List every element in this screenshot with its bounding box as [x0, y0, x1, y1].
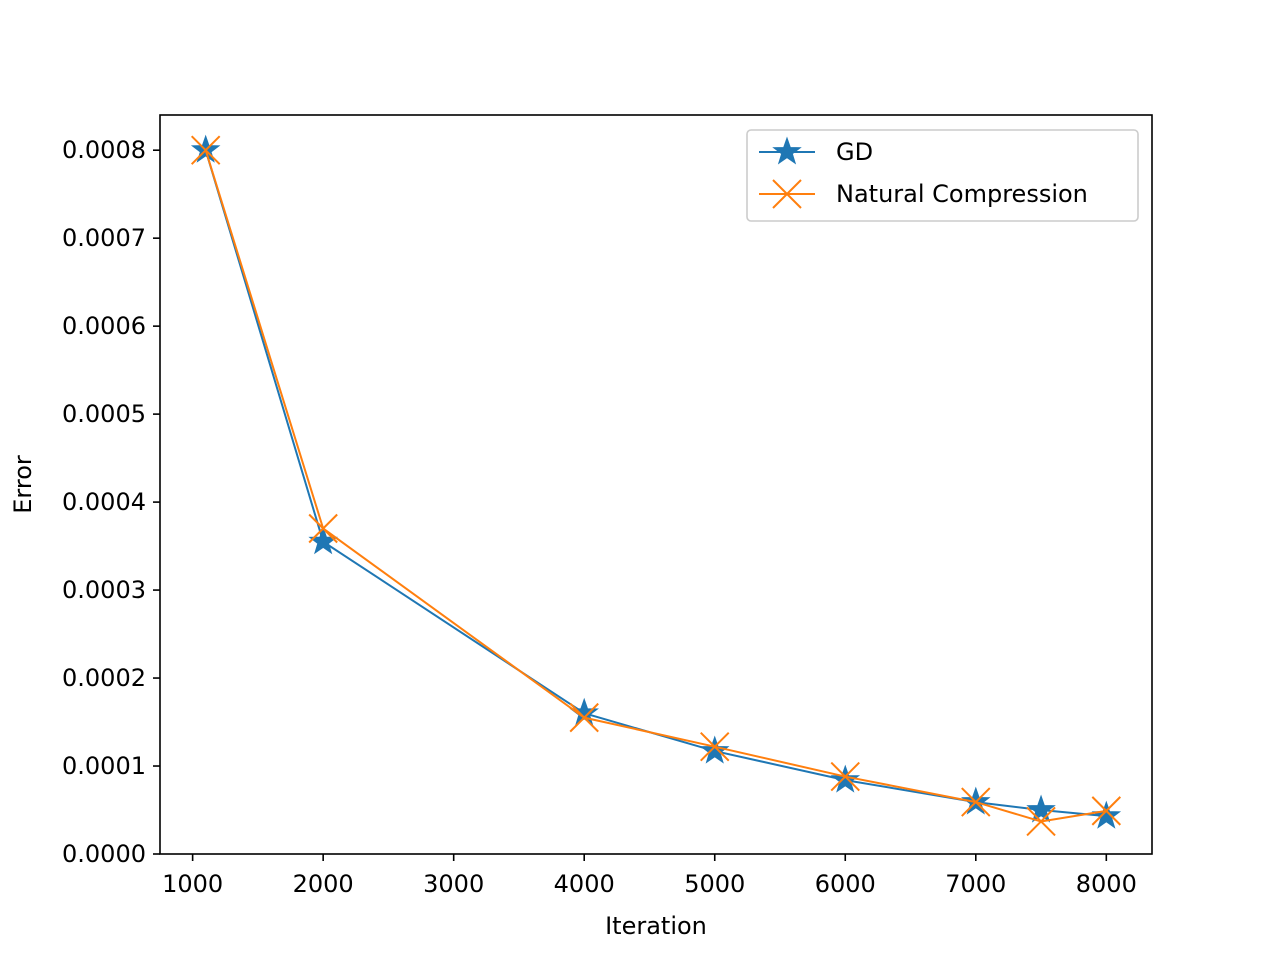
x-tick-label: 7000 [945, 870, 1006, 898]
data-point [1091, 796, 1122, 826]
x-tick-label: 5000 [684, 870, 745, 898]
plot-area [159, 114, 1153, 855]
data-point [830, 764, 861, 793]
y-axis-label: Error [9, 455, 37, 514]
data-point [1026, 806, 1056, 837]
y-tick-label: 0.0002 [62, 664, 146, 692]
legend-box [746, 129, 1139, 222]
x-tick-label: 6000 [815, 870, 876, 898]
series-layer [190, 134, 1122, 837]
x-tick-label: 2000 [293, 870, 354, 898]
x-tick-label: 8000 [1076, 870, 1137, 898]
plot-frame [159, 114, 1153, 855]
legend-entry: GD [759, 136, 873, 166]
data-point [700, 731, 730, 762]
y-tick-label: 0.0000 [62, 840, 146, 868]
legend-label: Natural Compression [836, 180, 1088, 208]
data-point [961, 787, 991, 817]
x-tick-label: 3000 [423, 870, 484, 898]
legend-label: GD [836, 138, 873, 166]
y-tick-label: 0.0001 [62, 752, 146, 780]
y-tick-label: 0.0006 [62, 312, 146, 340]
legend-marker [772, 179, 802, 209]
y-tick-label: 0.0007 [62, 224, 146, 252]
x-axis: 1000 2000 3000 4000 5000 6000 7000 8000 [162, 854, 1137, 898]
series-line [204, 149, 1107, 818]
x-axis-label: Iteration [605, 912, 707, 940]
data-point [699, 735, 730, 764]
y-tick-label: 0.0008 [62, 136, 146, 164]
data-point [830, 761, 860, 792]
y-tick-label: 0.0003 [62, 576, 146, 604]
data-point [1026, 794, 1056, 823]
x-tick-label: 1000 [162, 870, 223, 898]
x-tick-label: 4000 [554, 870, 615, 898]
data-point [569, 702, 599, 733]
data-point [190, 135, 221, 165]
series-1 [190, 135, 1122, 837]
data-point [308, 513, 338, 544]
legend: GD Natural Compression [746, 129, 1139, 222]
y-axis: 0.0000 0.0001 0.0002 0.0003 0.0004 0.0005 0.00… [62, 136, 160, 868]
y-tick-label: 0.0004 [62, 488, 146, 516]
legend-entry: Natural Compression [759, 179, 1088, 209]
legend-marker [772, 136, 802, 165]
y-tick-label: 0.0005 [62, 400, 146, 428]
series-line [204, 149, 1107, 823]
